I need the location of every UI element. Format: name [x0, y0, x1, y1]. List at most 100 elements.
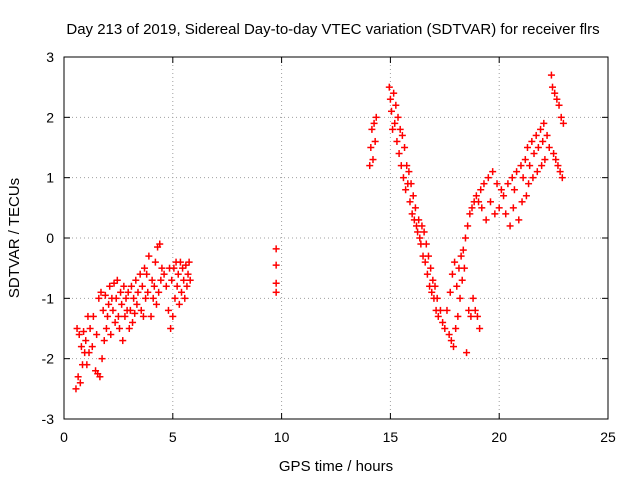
data-point — [148, 276, 156, 284]
x-tick-label: 5 — [169, 429, 177, 445]
data-point — [522, 192, 530, 200]
data-point — [272, 288, 280, 296]
data-point — [162, 282, 170, 290]
data-point — [93, 331, 101, 339]
data-point — [133, 300, 141, 308]
data-point — [508, 174, 516, 182]
data-point — [147, 312, 155, 320]
data-point — [465, 306, 473, 314]
data-point — [472, 192, 480, 200]
data-point — [517, 162, 525, 170]
data-point — [402, 186, 410, 194]
data-point — [549, 83, 557, 91]
data-point — [525, 180, 533, 188]
data-point — [129, 318, 137, 326]
data-point — [530, 150, 538, 158]
data-point — [168, 276, 176, 284]
data-point — [101, 291, 109, 299]
data-point — [558, 174, 566, 182]
data-point — [122, 294, 130, 302]
data-point — [423, 270, 431, 278]
data-point — [540, 119, 548, 127]
data-point — [478, 204, 486, 212]
data-point — [156, 240, 164, 248]
data-point — [534, 144, 542, 151]
axis-ticks: 0 5 10 15 20 25 -3 -2 -1 0 1 2 3 — [42, 49, 616, 445]
data-point — [476, 325, 484, 332]
data-point — [502, 210, 510, 218]
data-point — [80, 328, 88, 336]
data-point — [185, 258, 193, 266]
data-point — [391, 119, 399, 127]
data-point — [77, 343, 85, 351]
data-point — [178, 288, 186, 296]
data-point — [504, 180, 512, 188]
y-axis-label: SDTVAR / TECUs — [6, 178, 23, 298]
chart-title: Day 213 of 2019, Sidereal Day-to-day VTE… — [66, 21, 599, 38]
data-point — [469, 294, 477, 302]
data-point — [393, 137, 401, 145]
data-point — [475, 198, 483, 206]
data-point — [411, 204, 419, 212]
data-point — [149, 294, 157, 302]
data-point — [160, 270, 168, 278]
data-point — [433, 294, 441, 302]
data-point — [407, 180, 415, 188]
data-point — [125, 325, 133, 332]
data-point — [463, 349, 471, 357]
data-point — [105, 300, 113, 308]
data-point — [396, 125, 404, 133]
data-point — [144, 288, 152, 296]
y-tick-label: 0 — [46, 230, 54, 246]
data-point — [401, 144, 409, 151]
data-point — [408, 210, 416, 218]
data-point — [371, 137, 379, 145]
data-point — [513, 168, 521, 176]
data-point — [114, 312, 122, 320]
data-point — [88, 343, 96, 351]
data-point — [142, 294, 150, 302]
data-point — [121, 312, 129, 320]
data-point — [76, 379, 84, 387]
data-point — [399, 174, 407, 182]
data-point — [366, 162, 374, 170]
data-point — [468, 204, 476, 212]
data-point — [184, 270, 192, 278]
data-point — [398, 131, 406, 139]
data-point — [369, 156, 377, 164]
data-point — [484, 174, 492, 182]
data-point — [450, 343, 458, 351]
y-tick-label: 1 — [46, 170, 54, 186]
data-point — [370, 119, 378, 127]
data-point — [183, 282, 191, 290]
data-point — [99, 306, 107, 314]
data-point — [461, 234, 469, 242]
data-point — [75, 331, 83, 339]
data-point — [72, 385, 80, 393]
data-point — [523, 144, 531, 151]
data-point — [158, 264, 166, 272]
data-point — [390, 89, 398, 97]
data-point — [446, 288, 454, 296]
data-point — [83, 361, 91, 369]
x-tick-label: 15 — [383, 429, 399, 445]
data-point — [170, 264, 178, 272]
data-point — [500, 192, 508, 200]
data-point — [439, 318, 447, 326]
data-point — [453, 282, 461, 290]
data-points — [72, 71, 567, 393]
data-point — [454, 312, 462, 320]
data-point — [409, 192, 417, 200]
x-axis-label: GPS time / hours — [279, 458, 393, 475]
data-point — [431, 282, 439, 290]
data-point — [466, 210, 474, 218]
data-point — [164, 306, 172, 314]
data-point — [552, 156, 560, 164]
data-point — [136, 270, 144, 278]
data-point — [97, 288, 105, 296]
data-point — [113, 276, 121, 284]
x-tick-label: 0 — [60, 429, 68, 445]
data-point — [445, 331, 453, 339]
data-point — [174, 270, 182, 278]
data-point — [464, 222, 472, 230]
